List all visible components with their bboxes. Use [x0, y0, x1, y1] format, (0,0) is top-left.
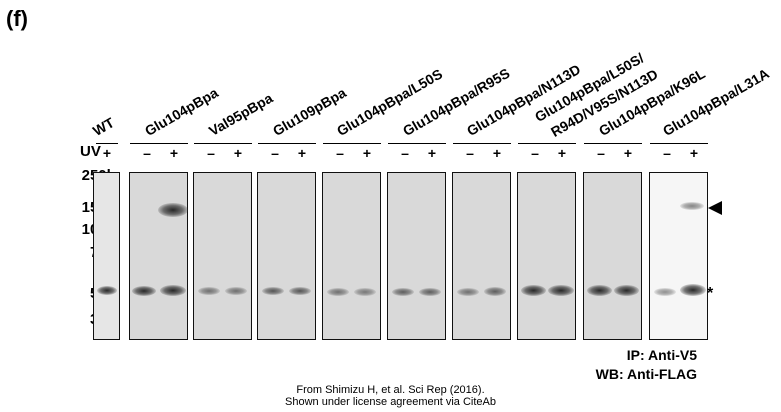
- lane-underline: [323, 143, 381, 144]
- band-50k: [225, 287, 247, 295]
- uv-sign: +: [102, 145, 112, 161]
- blot-strip-k96l: [583, 172, 642, 340]
- credit-line-2: Shown under license agreement via CiteAb: [285, 396, 496, 408]
- lane-label-l31a: Glu104pBpa/L31A: [660, 65, 772, 139]
- band-50k: [680, 284, 706, 296]
- asterisk-marker: *: [707, 285, 714, 302]
- band-50k: [198, 287, 220, 295]
- uv-sign: –: [207, 145, 215, 161]
- uv-sign: +: [623, 145, 633, 161]
- uv-sign: +: [297, 145, 307, 161]
- blot-strip-r95s: [387, 172, 446, 340]
- lane-label-wt: WT: [90, 114, 117, 139]
- uv-sign: –: [466, 145, 474, 161]
- uv-sign: –: [336, 145, 344, 161]
- uv-sign: –: [143, 145, 151, 161]
- blot-strip-n113d: [452, 172, 511, 340]
- lane-label-l50s: Glu104pBpa/L50S: [334, 65, 446, 139]
- panel-label: (f): [6, 6, 28, 31]
- band-50k: [548, 285, 574, 296]
- lane-underline: [650, 143, 708, 144]
- band-50k: [521, 285, 546, 296]
- ip-label: IP: Anti-V5: [626, 347, 697, 363]
- lane-underline: [258, 143, 316, 144]
- lane-underline: [96, 143, 118, 144]
- band-50k: [484, 287, 506, 296]
- band-50k: [587, 285, 612, 296]
- band-50k: [654, 288, 676, 296]
- uv-label: UV: [80, 143, 101, 160]
- lane-underline: [584, 143, 642, 144]
- blot-strip-l50s: [322, 172, 381, 340]
- band-crosslink: [680, 202, 704, 210]
- lane-underline: [130, 143, 188, 144]
- band-50k: [614, 285, 639, 296]
- band-50k: [419, 288, 441, 296]
- blot-strip-l31a: [649, 172, 708, 340]
- uv-sign: –: [531, 145, 539, 161]
- uv-sign: +: [557, 145, 567, 161]
- band-50k: [289, 287, 311, 295]
- blot-strip-glu109: [257, 172, 316, 340]
- uv-sign: +: [362, 145, 372, 161]
- uv-sign: –: [663, 145, 671, 161]
- uv-sign: +: [427, 145, 437, 161]
- band-50k: [132, 286, 156, 296]
- lane-underline: [453, 143, 511, 144]
- uv-sign: –: [597, 145, 605, 161]
- uv-sign: +: [689, 145, 699, 161]
- band-50k: [392, 288, 414, 296]
- lane-underline: [194, 143, 252, 144]
- blot-strip-val95: [193, 172, 252, 340]
- blot-strip-glu104: [129, 172, 188, 340]
- band-50k: [354, 288, 376, 296]
- band-crosslink: [158, 203, 188, 217]
- uv-sign: +: [169, 145, 179, 161]
- band-50k: [97, 286, 117, 295]
- uv-sign: +: [492, 145, 502, 161]
- uv-sign: –: [271, 145, 279, 161]
- blot-strip-multi: [517, 172, 576, 340]
- band-50k: [327, 288, 349, 296]
- lane-underline: [388, 143, 446, 144]
- arrowhead-marker: [708, 201, 722, 215]
- wb-label: WB: Anti-FLAG: [595, 366, 697, 382]
- uv-sign: –: [401, 145, 409, 161]
- lane-underline: [518, 143, 576, 144]
- blot-strip-wt: [93, 172, 120, 340]
- band-50k: [160, 285, 186, 296]
- band-50k: [457, 288, 479, 296]
- band-50k: [262, 287, 284, 295]
- credit-line-1: From Shimizu H, et al. Sci Rep (2016).: [296, 384, 485, 396]
- uv-sign: +: [233, 145, 243, 161]
